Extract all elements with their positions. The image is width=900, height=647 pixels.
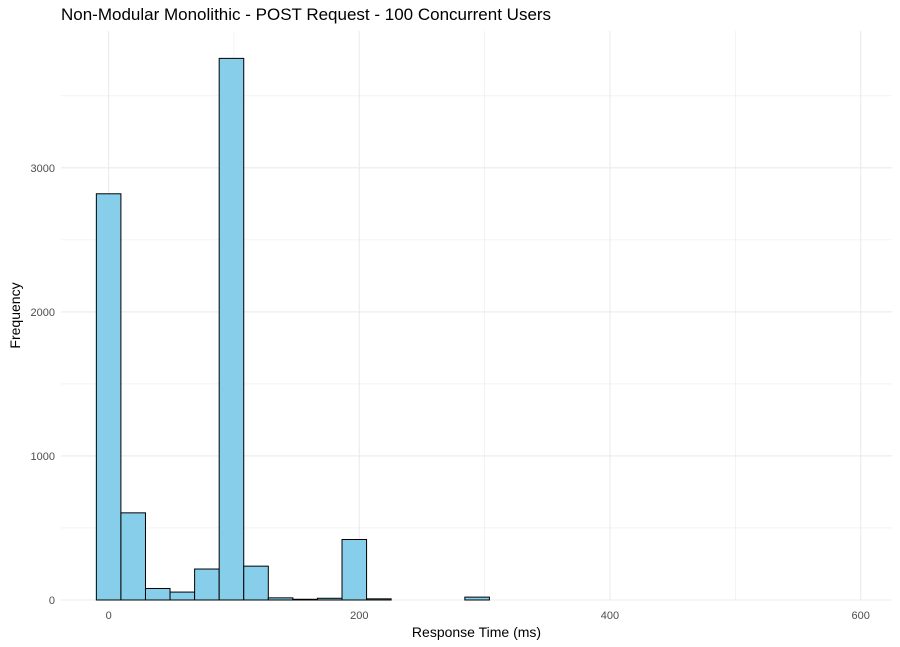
chart-title: Non-Modular Monolithic - POST Request - … — [61, 5, 552, 24]
histogram-bar — [267, 597, 294, 601]
x-axis-title: Response Time (ms) — [412, 624, 541, 640]
x-tick-label: 600 — [851, 610, 869, 622]
histogram-bar — [169, 591, 196, 601]
histogram-bar — [95, 193, 122, 601]
x-tick-label: 0 — [106, 610, 112, 622]
histogram-bar — [292, 598, 318, 601]
y-tick-label: 1000 — [31, 451, 55, 463]
y-axis-title: Frequency — [7, 282, 23, 348]
histogram-bar — [464, 596, 490, 601]
y-tick-label: 2000 — [31, 307, 55, 319]
grid-lines — [61, 31, 892, 601]
histogram-bar — [243, 565, 269, 601]
y-tick-label: 0 — [49, 595, 55, 607]
histogram-bar — [144, 587, 171, 601]
histogram-bar — [218, 57, 245, 601]
x-tick-label: 400 — [601, 610, 619, 622]
histogram-bar — [194, 568, 220, 601]
histogram-bar — [316, 597, 343, 601]
tick-labels: 0 200 400 600 0 1000 2000 3000 — [31, 163, 870, 622]
x-tick-label: 200 — [350, 610, 368, 622]
histogram-bars — [95, 57, 490, 601]
y-tick-label: 3000 — [31, 163, 55, 175]
histogram-bar — [366, 598, 392, 601]
histogram-bar — [120, 512, 146, 601]
histogram-bar — [341, 538, 368, 601]
